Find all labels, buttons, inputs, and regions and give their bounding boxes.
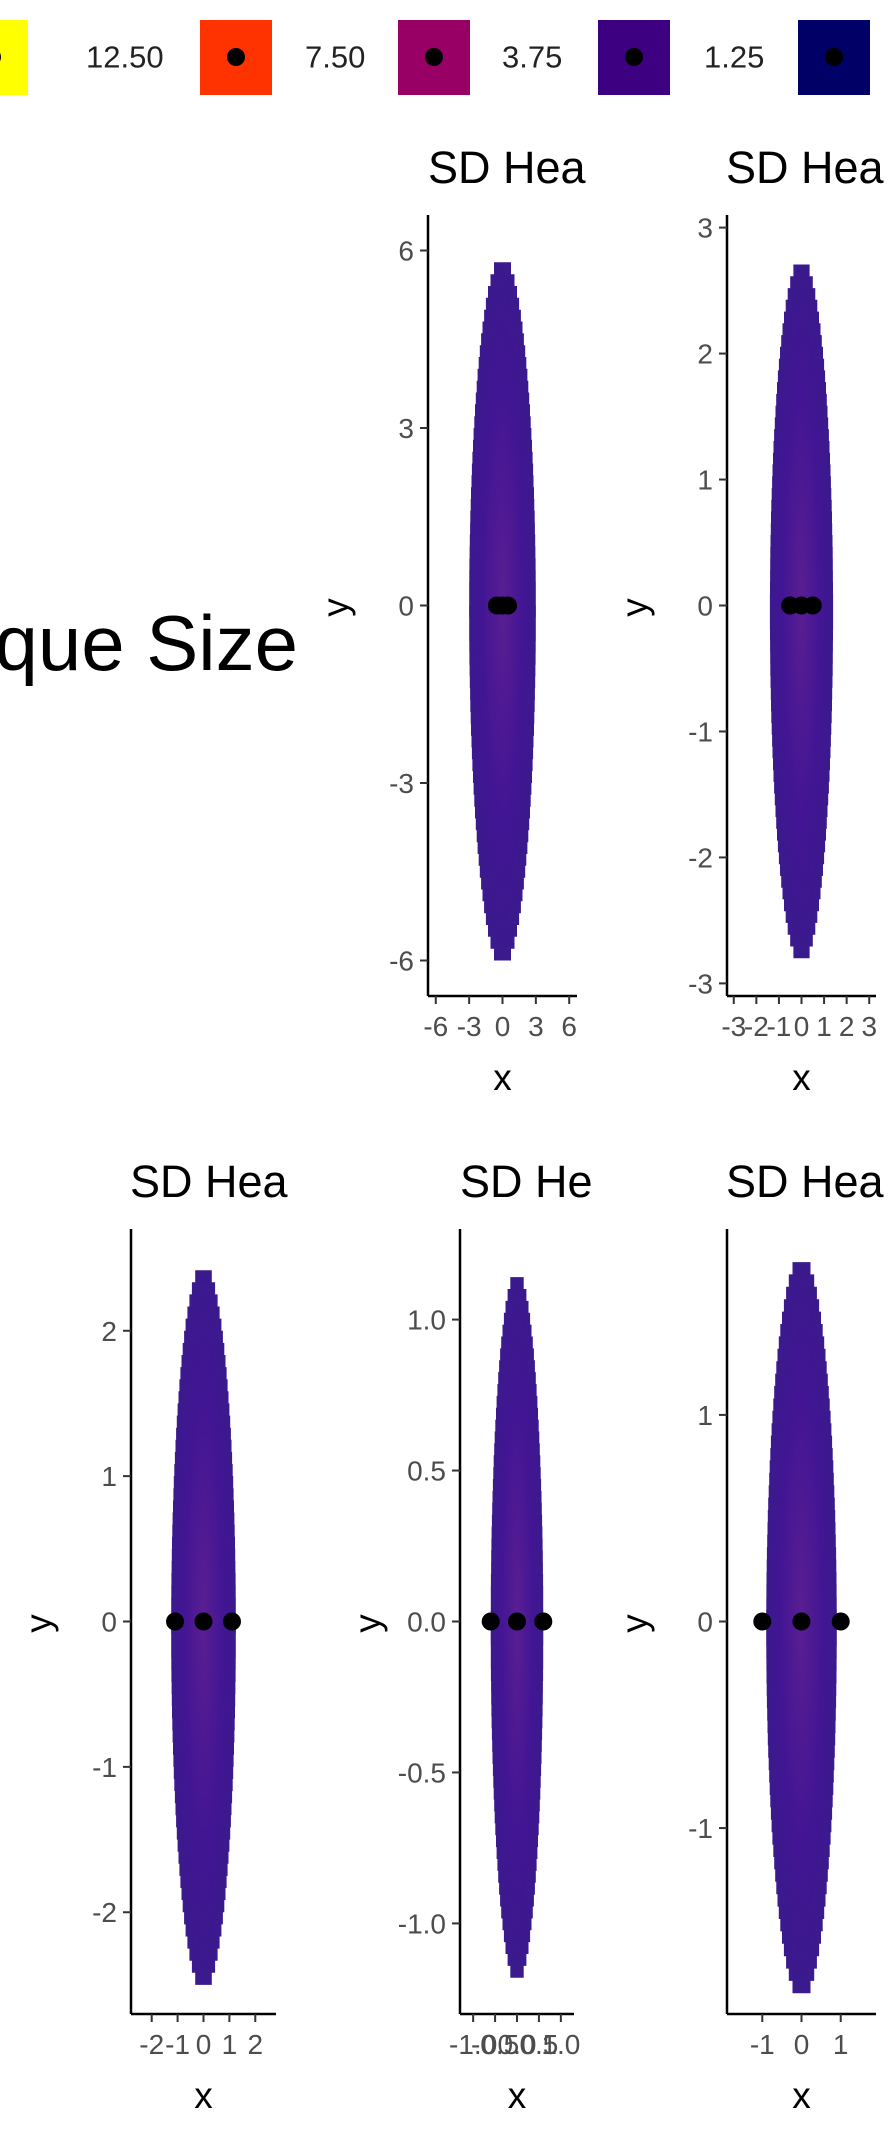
- y-tick-label: -2: [92, 1897, 117, 1928]
- x-tick-label: -3: [457, 1011, 482, 1042]
- legend-label: 3.75: [502, 42, 562, 73]
- x-tick-label: 1: [833, 2029, 849, 2060]
- data-point: [753, 1613, 771, 1631]
- y-tick-label: 1: [697, 465, 713, 496]
- y-tick-label: 0.0: [407, 1607, 446, 1638]
- y-tick-label: 3: [697, 213, 713, 244]
- chart-panel: SD Hea 2 1 0 -1 -2 -2 -1 0 1 2 x y: [20, 1152, 298, 2144]
- data-point: [482, 1613, 500, 1631]
- y-tick-label: -1.0: [398, 1908, 446, 1939]
- legend-label: 12.50: [86, 42, 164, 73]
- x-tick-label: 6: [561, 1011, 577, 1042]
- y-axis-title: y: [347, 1614, 388, 1633]
- data-point: [499, 597, 517, 615]
- y-tick-label: 0: [398, 591, 414, 622]
- x-tick-label: 0: [794, 2029, 810, 2060]
- x-axis-title: x: [508, 2075, 527, 2116]
- y-tick-label: 0: [101, 1607, 117, 1638]
- x-axis-title: x: [792, 2075, 811, 2116]
- y-tick-label: -2: [688, 842, 713, 873]
- x-tick-label: -1: [165, 2029, 190, 2060]
- legend-point-icon: [825, 48, 843, 66]
- legend-swatch: [598, 20, 670, 95]
- side-label-text: que Size: [0, 588, 298, 698]
- x-tick-label: 0: [196, 2029, 212, 2060]
- x-tick-label: 2: [247, 2029, 263, 2060]
- y-tick-label: -6: [389, 946, 414, 977]
- data-point: [534, 1613, 552, 1631]
- chart-panel: SD Hea 6 3 0 -3 -6 -6 -3 0 3 6 x y: [318, 138, 600, 1126]
- chart-panel: SD Hea 1 0 -1 -1 0 1 x y: [616, 1152, 895, 2144]
- y-tick-label: 1.0: [407, 1305, 446, 1336]
- x-tick-label: 1: [222, 2029, 238, 2060]
- x-tick-label: -1: [766, 1011, 791, 1042]
- panel-plot: 10-1-1 0 1xy: [616, 1152, 895, 2144]
- chart-panel: SD He 1.0 0.5 0.0 -0.5 -1.0 -1.0 -0.5 0.0 0.5 1.0 x…: [330, 1152, 600, 2144]
- y-tick-label: -1: [688, 1813, 713, 1844]
- y-tick-label: 0.5: [407, 1456, 446, 1487]
- y-tick-label: 6: [398, 236, 414, 267]
- x-tick-label: -6: [423, 1011, 448, 1042]
- x-tick-label: -2: [139, 2029, 164, 2060]
- legend-point-icon: [425, 48, 443, 66]
- y-tick-label: -1: [688, 716, 713, 747]
- y-tick-label: 3: [398, 413, 414, 444]
- x-axis-title: x: [493, 1057, 512, 1098]
- legend-point-icon: [227, 48, 245, 66]
- panel-plot: 210-1-2-2 -1 0 1 2xy: [20, 1152, 298, 2144]
- legend-label: 1.25: [704, 42, 764, 73]
- y-axis-title: y: [20, 1614, 59, 1633]
- legend-point-icon: [0, 48, 1, 66]
- legend-swatch: [398, 20, 470, 95]
- data-point: [508, 1613, 526, 1631]
- y-tick-label: 2: [101, 1316, 117, 1347]
- legend-swatch: [798, 20, 870, 95]
- x-tick-label: 2: [839, 1011, 855, 1042]
- x-tick-label: 3: [528, 1011, 544, 1042]
- x-tick-label: 1: [816, 1011, 832, 1042]
- x-axis-title: x: [194, 2075, 213, 2116]
- y-tick-label: -3: [688, 968, 713, 999]
- y-axis-title: y: [616, 1614, 655, 1633]
- y-axis-title: y: [318, 598, 356, 617]
- y-tick-label: -1: [92, 1752, 117, 1783]
- x-tick-label: 3: [861, 1011, 877, 1042]
- data-point: [804, 597, 822, 615]
- chart-panel: SD Hea 3 2 1 0 -1 -2 -3 -3 -2 -1 0 1 2 3 x y: [616, 138, 895, 1126]
- y-tick-label: 2: [697, 339, 713, 370]
- legend: 12.50 7.50 3.75 1.25: [0, 0, 895, 120]
- legend-point-icon: [625, 48, 643, 66]
- panel-plot: 1.00.50.0-0.5-1.0-1.0-0.50.00.51.0xy: [330, 1152, 600, 2144]
- x-tick-label: 0: [495, 1011, 511, 1042]
- y-tick-label: -0.5: [398, 1757, 446, 1788]
- x-tick-label: 0: [794, 1011, 810, 1042]
- y-tick-label: -3: [389, 768, 414, 799]
- legend-swatch: [200, 20, 272, 95]
- x-tick-label: -3: [721, 1011, 746, 1042]
- data-point: [793, 1613, 811, 1631]
- x-axis-title: x: [792, 1057, 811, 1098]
- x-tick-label: 1.0: [541, 2029, 580, 2060]
- legend-label: 7.50: [305, 42, 365, 73]
- panel-plot: 630-3-6-6 -3 0 3 6xy: [318, 138, 600, 1126]
- x-tick-label: -1: [750, 2029, 775, 2060]
- y-axis-title: y: [616, 598, 655, 617]
- data-point: [223, 1613, 241, 1631]
- y-tick-label: 1: [697, 1400, 713, 1431]
- data-point: [195, 1613, 213, 1631]
- side-label: que Size: [0, 588, 298, 698]
- y-tick-label: 0: [697, 591, 713, 622]
- y-tick-label: 0: [697, 1607, 713, 1638]
- x-tick-label: -2: [744, 1011, 769, 1042]
- y-tick-label: 1: [101, 1461, 117, 1492]
- legend-swatch: [0, 20, 28, 95]
- data-point: [166, 1613, 184, 1631]
- data-point: [832, 1613, 850, 1631]
